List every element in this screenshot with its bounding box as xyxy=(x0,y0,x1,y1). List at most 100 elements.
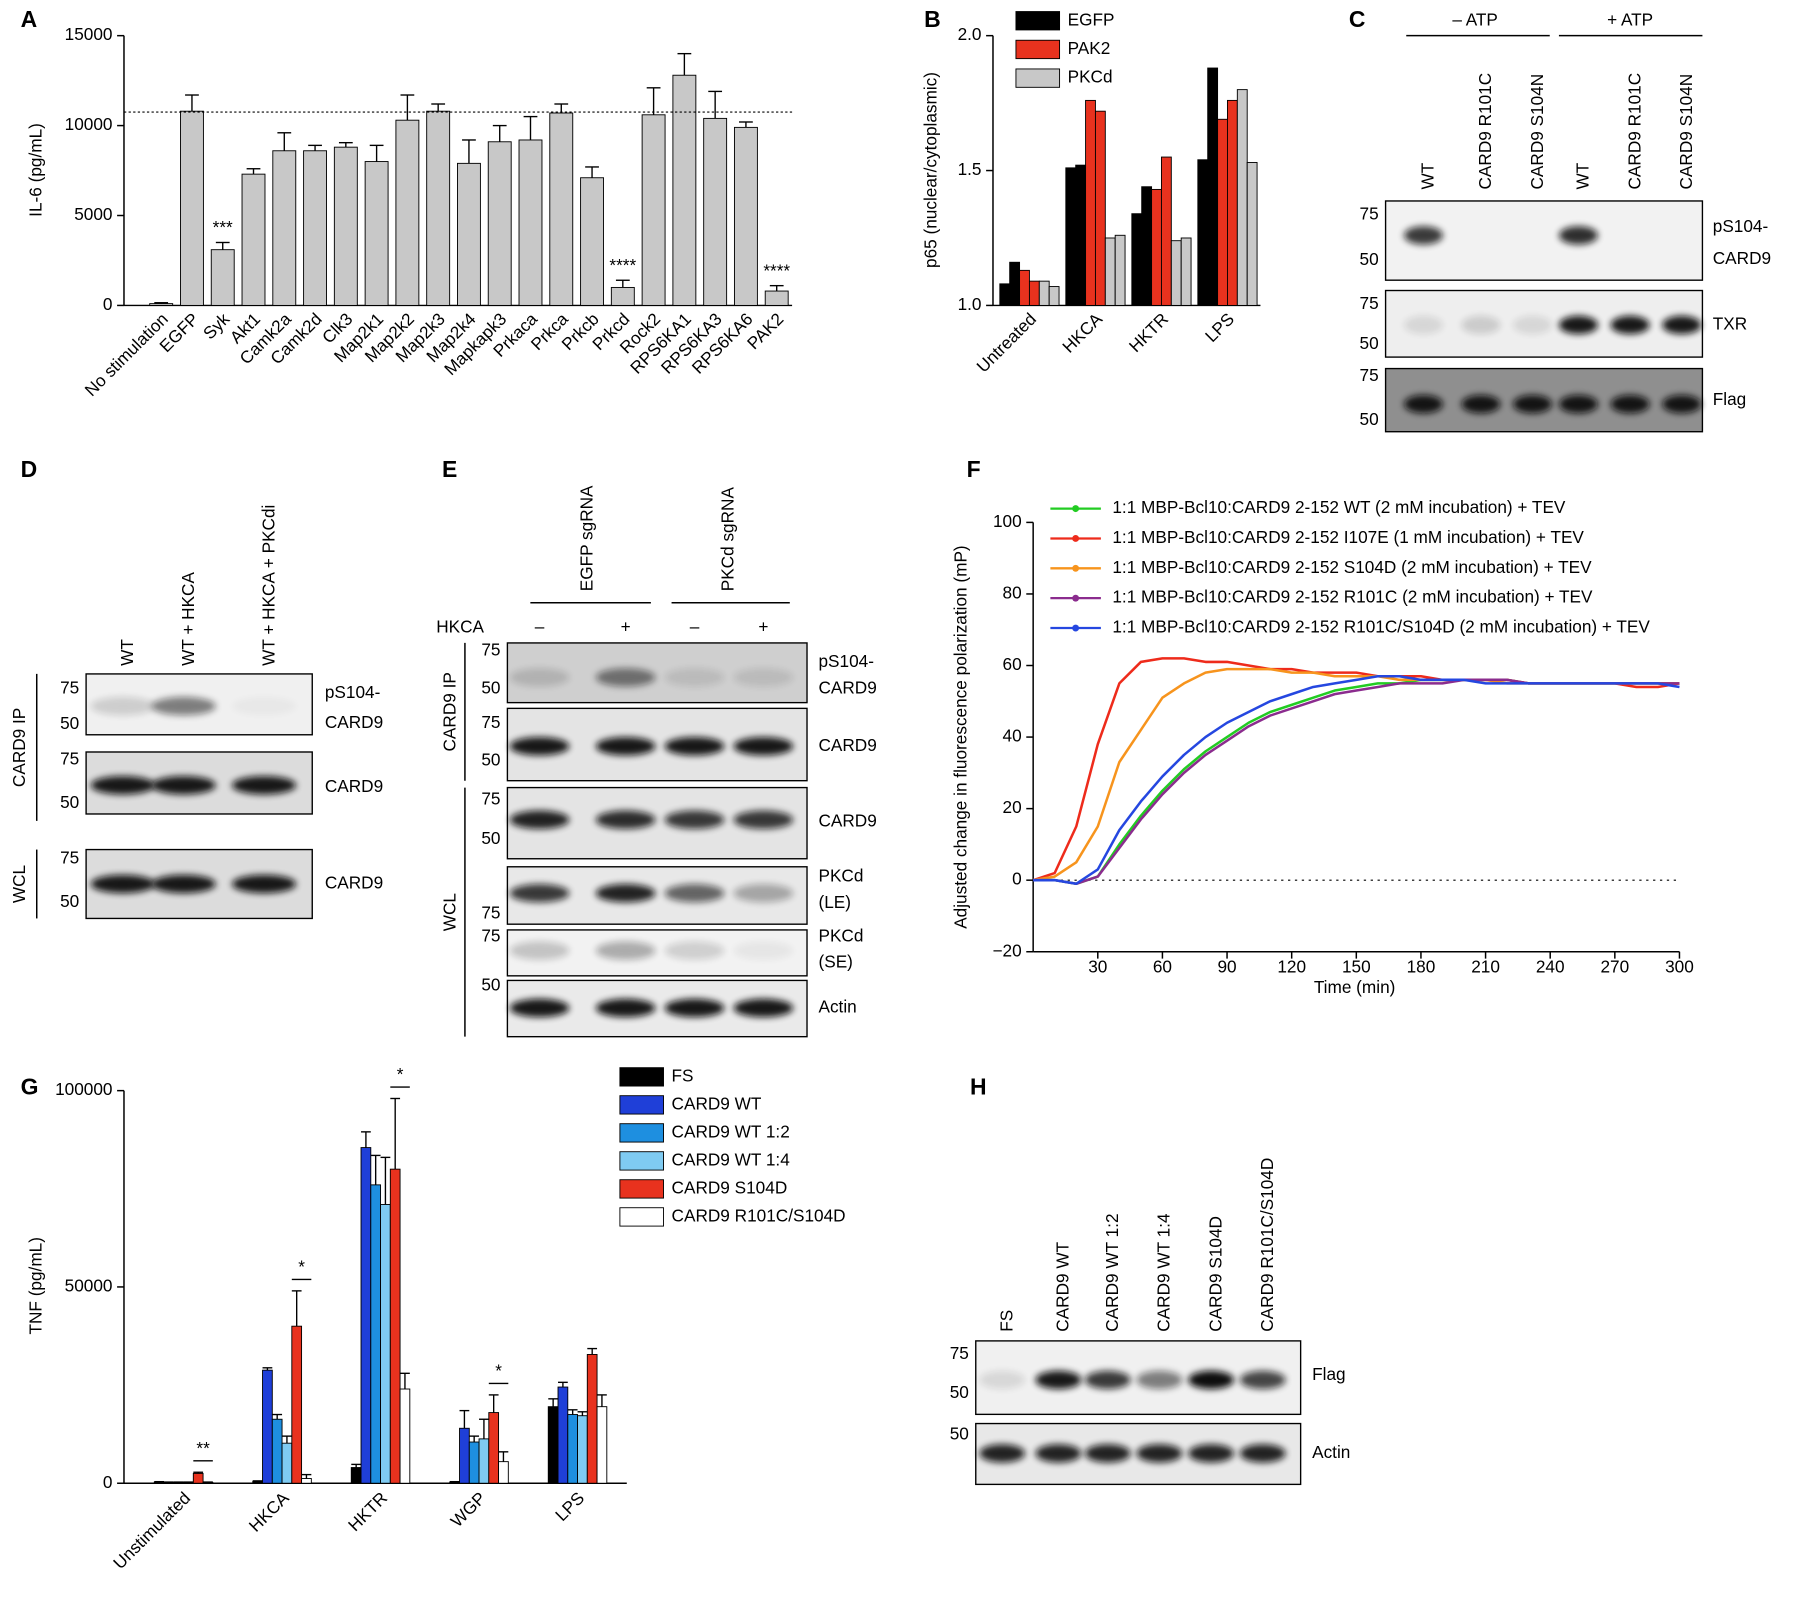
blot-band xyxy=(1558,226,1598,245)
legend-swatch xyxy=(1015,68,1061,88)
blot-band xyxy=(1136,1444,1183,1463)
size-marker: 75 xyxy=(1360,293,1379,313)
bar xyxy=(1009,261,1021,306)
legend-swatch xyxy=(619,1151,664,1171)
bar xyxy=(1217,118,1228,306)
bar xyxy=(549,112,574,306)
lane-label: CARD9 WT 1:4 xyxy=(1154,1213,1174,1332)
blot-band xyxy=(664,737,725,756)
blot-band xyxy=(509,668,570,687)
blot-band xyxy=(1610,394,1650,414)
blot-band xyxy=(509,884,570,903)
y-tick-label: 60 xyxy=(1003,654,1022,674)
bar xyxy=(1094,110,1106,306)
size-marker: 75 xyxy=(60,749,79,769)
blot-band xyxy=(90,776,155,795)
blot-band xyxy=(595,810,656,829)
size-marker: 50 xyxy=(950,1382,969,1402)
size-marker: 75 xyxy=(60,847,79,867)
significance: **** xyxy=(763,260,790,280)
legend-label: 1:1 MBP-Bcl10:CARD9 2-152 S104D (2 mM in… xyxy=(1112,557,1592,577)
blot-band xyxy=(1084,1444,1131,1463)
x-tick-label: 180 xyxy=(1407,956,1436,976)
blot-band xyxy=(595,884,656,903)
lane-group-label: EGFP sgRNA xyxy=(576,485,596,591)
size-marker: 50 xyxy=(481,828,500,848)
blot-band xyxy=(151,696,216,716)
legend-swatch xyxy=(619,1123,664,1143)
y-tick-label: 10000 xyxy=(65,114,113,134)
blot-band xyxy=(664,941,725,960)
bar xyxy=(399,1388,411,1484)
bar xyxy=(1131,213,1143,306)
x-tick-label: Syk xyxy=(199,309,234,344)
bar xyxy=(1085,99,1096,306)
blot-band xyxy=(1403,394,1443,414)
blot-band xyxy=(1662,315,1702,335)
bar xyxy=(580,177,604,306)
significance: * xyxy=(495,1360,502,1380)
y-axis-label: IL-6 (pg/mL) xyxy=(25,123,45,217)
legend-label: PKCd xyxy=(1068,67,1113,87)
lane-label: CARD9 R101C/S104D xyxy=(1257,1158,1277,1332)
blot-band xyxy=(733,884,794,903)
blot-band xyxy=(733,668,794,687)
x-tick-label: 120 xyxy=(1277,956,1306,976)
size-marker: 75 xyxy=(481,789,500,809)
row-label: Actin xyxy=(1312,1442,1350,1462)
legend-label: CARD9 S104D xyxy=(672,1177,788,1197)
legend-swatch xyxy=(619,1179,664,1199)
blot-band xyxy=(595,941,656,960)
size-marker: 75 xyxy=(950,1343,969,1363)
panel-label: C xyxy=(1349,6,1366,32)
bar xyxy=(272,150,297,306)
y-axis-label: Adjusted change in fluorescence polariza… xyxy=(951,545,971,928)
bar xyxy=(586,1354,598,1484)
row-label: PKCd xyxy=(818,866,863,886)
blot-band xyxy=(1558,315,1598,335)
bar xyxy=(457,162,481,306)
x-tick-label: 150 xyxy=(1342,956,1371,976)
bar xyxy=(262,1369,273,1484)
group-label: + ATP xyxy=(1607,9,1653,29)
y-tick-label: 0 xyxy=(103,1472,113,1492)
bar xyxy=(1038,280,1050,306)
blot-band xyxy=(232,697,296,715)
bar xyxy=(395,119,420,306)
blot-band xyxy=(509,941,570,960)
bar xyxy=(426,110,451,306)
x-tick-label: 30 xyxy=(1088,956,1107,976)
bar xyxy=(271,1418,283,1484)
blot-band xyxy=(231,776,297,795)
x-tick-label: 300 xyxy=(1665,956,1694,976)
significance: *** xyxy=(213,217,233,237)
bar xyxy=(764,290,789,306)
bar xyxy=(999,283,1011,306)
row-label: PKCd xyxy=(818,925,863,945)
significance: **** xyxy=(609,255,636,275)
blot-band xyxy=(1136,1370,1183,1390)
side-label: CARD9 IP xyxy=(440,672,460,751)
x-tick-label: WGP xyxy=(446,1488,489,1531)
bar xyxy=(210,249,235,306)
significance: * xyxy=(298,1256,305,1276)
legend-label: 1:1 MBP-Bcl10:CARD9 2-152 R101C (2 mM in… xyxy=(1112,587,1593,607)
blot-band xyxy=(664,810,725,829)
bar xyxy=(389,1168,401,1484)
bar xyxy=(498,1461,509,1484)
size-marker: 50 xyxy=(481,750,500,770)
lane-label: CARD9 R101C xyxy=(1475,73,1495,190)
legend-label: 1:1 MBP-Bcl10:CARD9 2-152 I107E (1 mM in… xyxy=(1112,527,1584,547)
lane-label: WT xyxy=(1418,162,1438,189)
bar xyxy=(1180,237,1192,306)
y-axis-label: p65 (nuclear/cytoplasmic) xyxy=(921,72,941,268)
blot-band xyxy=(1662,394,1702,414)
bar xyxy=(733,126,758,306)
size-marker: 75 xyxy=(1360,365,1379,385)
bar xyxy=(1236,89,1248,306)
lane-label: WT xyxy=(117,639,137,666)
legend-label: CARD9 WT 1:4 xyxy=(672,1149,791,1169)
row-label: CARD9 xyxy=(325,873,383,893)
bar xyxy=(1197,159,1209,306)
x-tick-label: 240 xyxy=(1536,956,1565,976)
